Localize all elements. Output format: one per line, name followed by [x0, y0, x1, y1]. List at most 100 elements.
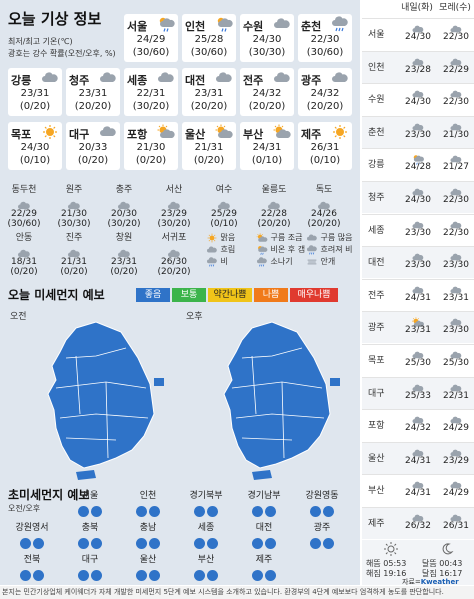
- cloud-icon: [157, 70, 175, 86]
- forecast-tomorrow-temp: 25/30: [405, 358, 431, 368]
- cloud-icon: [449, 346, 463, 359]
- city-name: 서울: [127, 20, 148, 33]
- forecast-city: 울산: [368, 453, 385, 464]
- pm-dot-pm: [91, 570, 102, 581]
- city-temp: 24/30: [20, 142, 50, 153]
- fine-pm-name: 인천: [139, 491, 157, 501]
- forecast-dayafter-temp: 22/30: [443, 97, 469, 108]
- pm-dot-am: [136, 506, 147, 517]
- forecast-tomorrow-temp: 23/30: [405, 227, 431, 238]
- small-city-name: 울릉도: [261, 185, 287, 195]
- legend-item-0: 맑음: [206, 232, 235, 243]
- forecast-row-11: 대구 25/33 22/31: [362, 376, 474, 409]
- forecast-tomorrow-temp: 23/30: [405, 260, 431, 271]
- pm-level-0: 좋음: [136, 288, 170, 302]
- small-city-8: 진주 21/31 (0/20): [54, 232, 94, 277]
- legend-item-7: 소나기: [256, 256, 293, 267]
- forecast-tomorrow: 23/30: [400, 216, 436, 239]
- small-city-temp: 25/29: [211, 209, 237, 219]
- cloud-icon: [411, 476, 425, 489]
- forecast-tomorrow-temp: 23/31: [405, 325, 431, 336]
- cloud-icon: [411, 53, 425, 65]
- city-name: 대전: [185, 74, 206, 87]
- forecast-dayafter: 23/31: [438, 281, 474, 304]
- forecast-dayafter-temp: 22/31: [443, 390, 469, 401]
- city-rain: (20/20): [248, 101, 286, 112]
- forecast-dayafter-temp: 23/29: [443, 455, 469, 466]
- pm-dot-pm: [91, 538, 102, 549]
- pm-dot-pm: [207, 538, 218, 549]
- legend-label: 구름 많음: [318, 233, 353, 242]
- cloud-icon: [449, 85, 463, 98]
- cloud-icon: [411, 118, 425, 131]
- city-rain: (0/10): [19, 155, 51, 166]
- city-temp: 24/29: [136, 34, 166, 45]
- small-city-temp: 21/30: [61, 209, 87, 219]
- fine-pm-name: 경기북부: [189, 491, 223, 501]
- moon-outline-icon: [442, 543, 454, 555]
- city-name: 청주: [69, 74, 90, 87]
- fine-pm-name: 강원영동: [305, 491, 339, 501]
- city-name: 목포: [11, 128, 32, 141]
- cloud-icon: [273, 16, 291, 32]
- forecast-tomorrow: 23/30: [400, 248, 436, 271]
- small-city-rain: (20/20): [157, 267, 191, 277]
- legend-item-3: 흐림: [206, 244, 235, 255]
- fine-pm-name: 울산: [139, 555, 157, 565]
- forecast-dayafter-temp: 22/30: [443, 195, 469, 205]
- city-name: 포항: [127, 128, 148, 141]
- small-city-rain: (0/20): [60, 267, 88, 277]
- cloud-icon: [411, 281, 425, 294]
- cloud-icon: [316, 197, 332, 209]
- city-card-5: 청주 23/31 (20/20): [66, 68, 120, 116]
- fine-pm-name: 광주: [313, 523, 331, 533]
- cloud-icon: [411, 411, 425, 424]
- fine-pm-2: 경기북부: [178, 490, 234, 520]
- cloud-icon: [411, 216, 425, 228]
- forecast-tomorrow: 23/31: [400, 313, 436, 336]
- city-rain: (0/20): [77, 155, 109, 166]
- small-city-temp: 23/31: [111, 257, 137, 267]
- small-city-rain: (0/20): [110, 267, 138, 277]
- city-name: 춘천: [301, 20, 322, 33]
- city-rain: (20/20): [74, 101, 112, 112]
- city-card-13: 울산 21/31 (0/20): [182, 122, 236, 170]
- pm-dot-am: [310, 538, 321, 549]
- forecast-row-3: 춘천 23/30 21/30: [362, 115, 474, 148]
- city-card-2: 수원 24/30 (30/30): [240, 14, 294, 62]
- moonset: 달짐 16:17: [422, 569, 463, 578]
- fine-pm-10: 광주: [294, 522, 350, 552]
- forecast-dayafter: 23/30: [438, 313, 474, 336]
- city-name: 제주: [301, 128, 322, 141]
- forecast-dayafter-temp: 25/30: [443, 358, 469, 368]
- city-rain: (30/60): [306, 47, 344, 58]
- city-name: 세종: [127, 74, 148, 87]
- forecast-city: 광주: [368, 323, 385, 334]
- cloud-icon: [166, 197, 182, 209]
- fine-pm-8: 세종: [178, 522, 234, 552]
- city-temp: 21/31: [194, 142, 224, 153]
- pm-dot-pm: [323, 506, 334, 517]
- pm-label: 오후: [186, 312, 203, 322]
- fine-pm-7: 충남: [120, 522, 176, 552]
- pm-dot-pm: [33, 570, 44, 581]
- forecast-dayafter: 22/30: [438, 85, 474, 108]
- small-city-1: 원주 21/30 (30/30): [54, 184, 94, 229]
- forecast-dayafter-temp: 22/30: [443, 32, 469, 42]
- fog-icon: [306, 257, 318, 267]
- city-name: 강릉: [11, 74, 32, 87]
- small-city-rain: (0/20): [10, 267, 38, 277]
- kweather-logo: Kweather: [420, 578, 459, 586]
- fine-pm-title: 초미세먼지 예보: [8, 488, 90, 502]
- small-city-temp: 26/30: [161, 257, 187, 267]
- cloud-rain-icon: [256, 256, 268, 267]
- cloud-icon: [216, 197, 232, 209]
- korea-map-am: [47, 321, 164, 480]
- fine-pm-name: 충북: [81, 523, 99, 533]
- pm-dot-pm: [265, 506, 276, 517]
- fine-pm-name: 대구: [81, 555, 99, 565]
- cloud-icon: [449, 150, 463, 163]
- city-temp: 25/28: [194, 34, 224, 45]
- forecast-tomorrow: 26/32: [400, 509, 436, 532]
- cloud-icon: [449, 118, 463, 131]
